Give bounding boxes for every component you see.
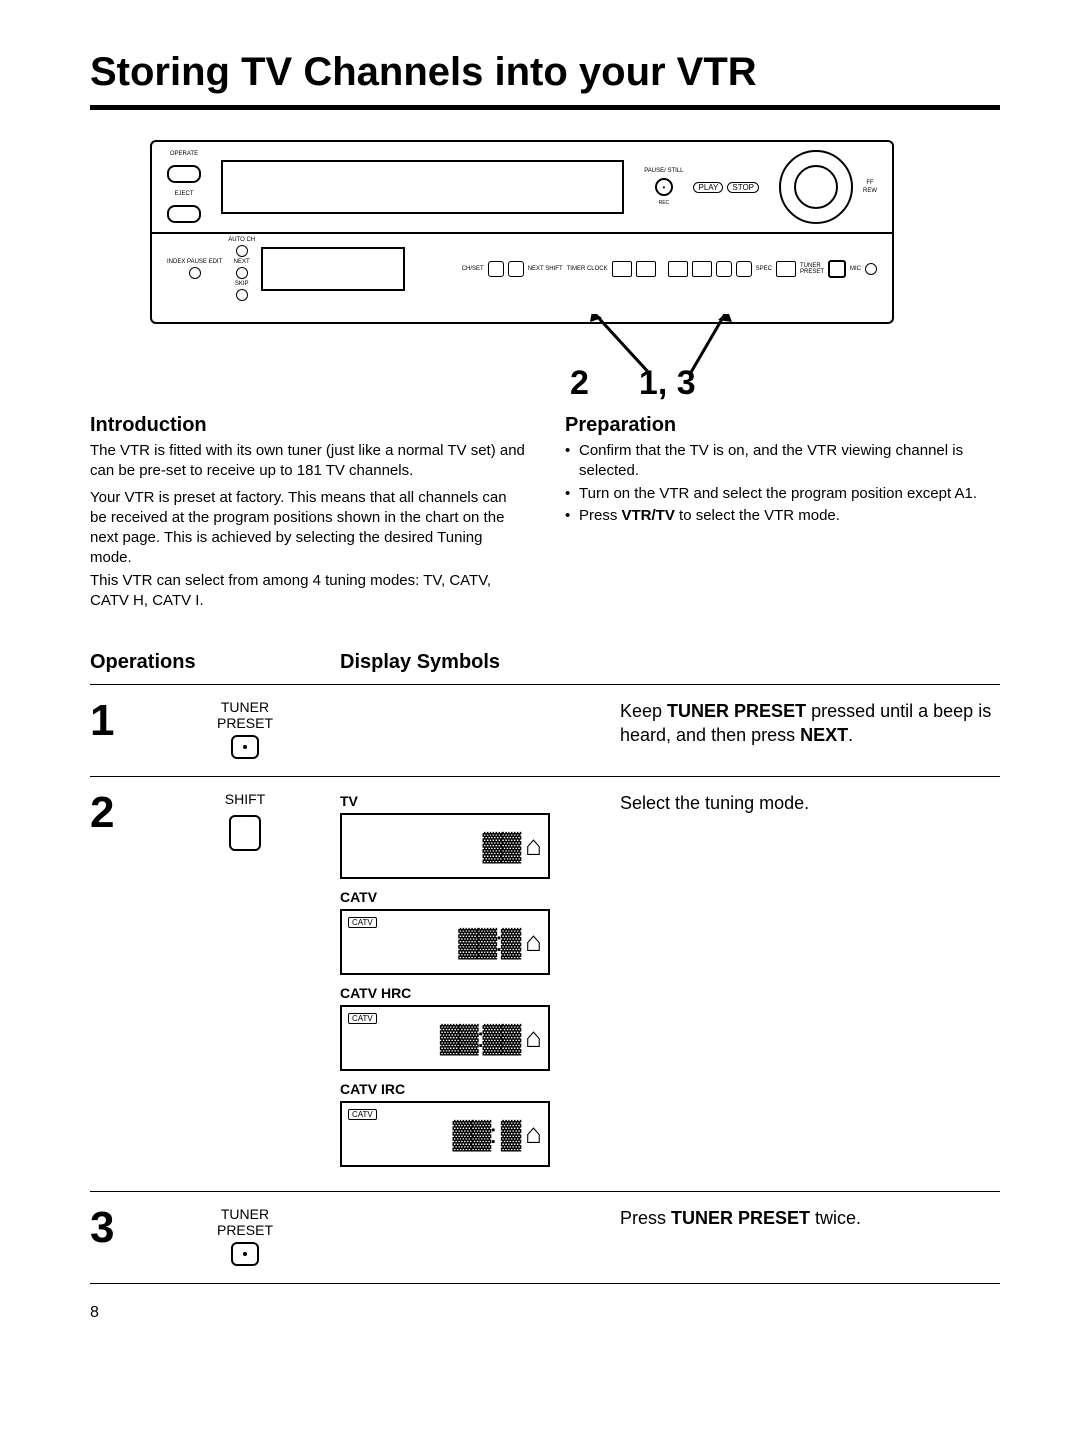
prep-item-1: Confirm that the TV is on, and the VTR v… xyxy=(565,441,1000,482)
step-number-3: 3 xyxy=(90,1206,150,1269)
display-catv-hrc: CATV ▓▓:▓▓ ⌂ xyxy=(340,1005,550,1071)
eject-label: EJECT xyxy=(174,191,193,197)
rnd-button xyxy=(736,261,752,277)
display-symbols-header: Display Symbols xyxy=(340,651,620,674)
callout-arrows: 2 1, 3 xyxy=(150,334,890,404)
introduction-heading: Introduction xyxy=(90,414,525,437)
step-1-description: Keep TUNER PRESET pressed until a beep i… xyxy=(620,699,1000,762)
display-catv-irc: CATV ▓▓: ▓ ⌂ xyxy=(340,1101,550,1167)
page-title: Storing TV Channels into your VTR xyxy=(90,50,1000,95)
spec-button xyxy=(776,261,796,277)
page-number: 8 xyxy=(90,1304,1000,1322)
display-tv: ▓▓ ⌂ xyxy=(340,813,550,879)
pause-label: PAUSE/ STILL xyxy=(644,168,683,174)
rnd-button xyxy=(716,261,732,277)
eject-button xyxy=(167,205,201,223)
operate-label: OPERATE xyxy=(170,151,198,157)
step-2-description: Select the tuning mode. xyxy=(620,791,1000,1177)
title-rule xyxy=(90,105,1000,110)
plus-button xyxy=(508,261,524,277)
step-3-description: Press TUNER PRESET twice. xyxy=(620,1206,1000,1269)
prep-item-3: Press VTR/TV to select the VTR mode. xyxy=(565,506,1000,526)
play-button: PLAY xyxy=(693,182,723,193)
minus-button xyxy=(488,261,504,277)
step-2-operation: SHIFT xyxy=(150,791,340,1177)
step-2-display: TV ▓▓ ⌂ CATV CATV ▓▓:▓ ⌂ CATV HRC CATV ▓… xyxy=(340,791,620,1177)
vtr-front-panel: OPERATE EJECT PAUSE/ STILL • REC PLAY ST… xyxy=(150,140,894,324)
headphone-jack-icon xyxy=(189,267,201,279)
rew-label: REW xyxy=(863,188,877,194)
preparation-heading: Preparation xyxy=(565,414,1000,437)
clock-button xyxy=(636,261,656,277)
sq-button xyxy=(692,261,712,277)
prep-item-2: Turn on the VTR and select the program p… xyxy=(565,484,1000,504)
tuner-preset-button xyxy=(828,260,846,278)
small-button xyxy=(236,245,248,257)
intro-p2: Your VTR is preset at factory. This mean… xyxy=(90,488,525,569)
operations-header: Operations xyxy=(90,651,340,674)
arrow-label-2: 2 xyxy=(570,364,589,403)
mic-jack-icon xyxy=(865,263,877,275)
display-panel xyxy=(261,247,405,291)
intro-p1: The VTR is fitted with its own tuner (ju… xyxy=(90,441,525,482)
step-1-operation: TUNER PRESET xyxy=(150,699,340,762)
stop-button: STOP xyxy=(727,182,759,193)
shift-button-icon xyxy=(229,815,261,851)
small-button xyxy=(236,289,248,301)
tuner-preset-button-icon xyxy=(231,735,259,759)
arrow-label-13: 1, 3 xyxy=(639,364,696,403)
sq-button xyxy=(668,261,688,277)
intro-p3: This VTR can select from among 4 tuning … xyxy=(90,571,525,612)
small-button xyxy=(236,267,248,279)
operate-button xyxy=(167,165,201,183)
tuner-preset-button-icon xyxy=(231,1242,259,1266)
step-number-1: 1 xyxy=(90,699,150,762)
display-catv: CATV ▓▓:▓ ⌂ xyxy=(340,909,550,975)
ff-label: FF xyxy=(866,180,873,186)
jog-dial xyxy=(779,150,853,224)
step-number-2: 2 xyxy=(90,791,150,1177)
cassette-slot xyxy=(221,160,624,214)
timer-button xyxy=(612,261,632,277)
pause-button: • xyxy=(655,178,673,196)
step-3-operation: TUNER PRESET xyxy=(150,1206,340,1269)
